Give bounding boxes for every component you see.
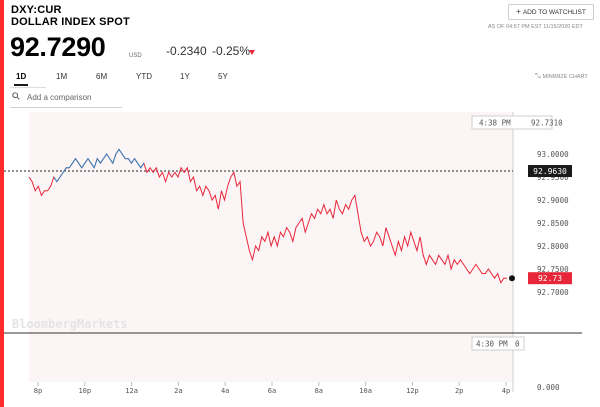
price-change-percent: -0.25% bbox=[212, 44, 251, 58]
bloomberg-markets-watermark: BloombergMarkets bbox=[12, 317, 128, 331]
plus-icon: + bbox=[516, 7, 521, 16]
add-to-watchlist-button[interactable]: + ADD TO WATCHLIST bbox=[508, 4, 594, 20]
x-tick-label: 12p bbox=[406, 387, 419, 395]
timeframe-tabs: 1D 1M 6M YTD 1Y 5Y bbox=[10, 72, 260, 86]
last-price-badge bbox=[528, 272, 572, 285]
y-tick-label: 92.8000 bbox=[537, 242, 569, 251]
y-axis-ticks: 93.0000 92.9500 92.9000 92.8500 92.8000 92.75… bbox=[537, 150, 569, 297]
collapse-arrows-icon: ⤡ bbox=[535, 73, 541, 80]
comparison-input[interactable] bbox=[27, 90, 121, 104]
high-value-label: 92.7310 bbox=[531, 119, 563, 128]
price-line-above-close bbox=[53, 148, 145, 183]
tab-6m[interactable]: 6M bbox=[96, 72, 108, 81]
ticker-symbol: DXY:CUR bbox=[11, 4, 62, 16]
low-tooltip bbox=[471, 336, 525, 351]
x-tick-label: 8p bbox=[34, 387, 42, 395]
y-tick-label: 93.0000 bbox=[537, 150, 569, 159]
previous-close-badge bbox=[528, 165, 572, 178]
low-value-label: 0 bbox=[515, 340, 520, 349]
x-tick-label: 2a bbox=[174, 387, 182, 395]
tab-5y[interactable]: 5Y bbox=[218, 72, 228, 81]
y-tick-label: 92.9500 bbox=[537, 173, 569, 182]
y-tick-label: 92.8500 bbox=[537, 219, 569, 228]
x-tick-label: 12a bbox=[125, 387, 138, 395]
tab-1m[interactable]: 1M bbox=[56, 72, 68, 81]
x-axis-ticks: 8p 10p 12a 2a 4a 6a 8a 10a 12p 2p 4p bbox=[34, 382, 510, 395]
add-to-watchlist-label: ADD TO WATCHLIST bbox=[522, 9, 586, 16]
y-tick-label: 92.7000 bbox=[537, 288, 569, 297]
price-change: -0.2340 bbox=[166, 44, 207, 58]
x-tick-label: 6a bbox=[268, 387, 276, 395]
search-icon bbox=[12, 92, 20, 100]
minimize-chart-label: MINIMIZE CHART bbox=[542, 74, 588, 80]
x-tick-label: 4a bbox=[221, 387, 229, 395]
low-time-label: 4:30 PM bbox=[476, 340, 508, 349]
as-of-timestamp: AS OF 04:57 PM EST 11/15/2020 EDT bbox=[488, 24, 583, 30]
y-tick-label: 92.9000 bbox=[537, 196, 569, 205]
x-tick-label: 2p bbox=[455, 387, 463, 395]
y-tick-label: 92.7500 bbox=[537, 265, 569, 274]
last-price-label: 92.73 bbox=[538, 274, 562, 283]
high-tooltip bbox=[471, 115, 553, 130]
x-tick-label: 8a bbox=[315, 387, 323, 395]
tab-1y[interactable]: 1Y bbox=[180, 72, 190, 81]
x-tick-label: 4p bbox=[502, 387, 510, 395]
security-name: DOLLAR INDEX SPOT bbox=[11, 16, 130, 28]
last-price-dot bbox=[509, 275, 515, 282]
minimize-chart-button[interactable]: ⤡ MINIMIZE CHART bbox=[535, 73, 588, 81]
currency-label: USD bbox=[129, 53, 142, 59]
tab-1d[interactable]: 1D bbox=[13, 72, 29, 86]
last-price: 92.7290 bbox=[10, 32, 106, 62]
price-chart: 93.0000 92.9500 92.9000 92.8500 92.8000 92.75… bbox=[4, 112, 582, 395]
volume-axis-label: 0.000 bbox=[537, 383, 560, 392]
x-tick-label: 10p bbox=[78, 387, 91, 395]
tab-ytd[interactable]: YTD bbox=[136, 72, 152, 81]
down-arrow-icon bbox=[249, 50, 255, 55]
high-time-label: 4:38 PM bbox=[479, 119, 511, 128]
tabs-underline bbox=[10, 87, 46, 88]
x-tick-label: 10a bbox=[359, 387, 372, 395]
comparison-search bbox=[10, 89, 122, 108]
accent-bar bbox=[0, 0, 4, 407]
previous-close-label: 92.9630 bbox=[533, 167, 567, 176]
